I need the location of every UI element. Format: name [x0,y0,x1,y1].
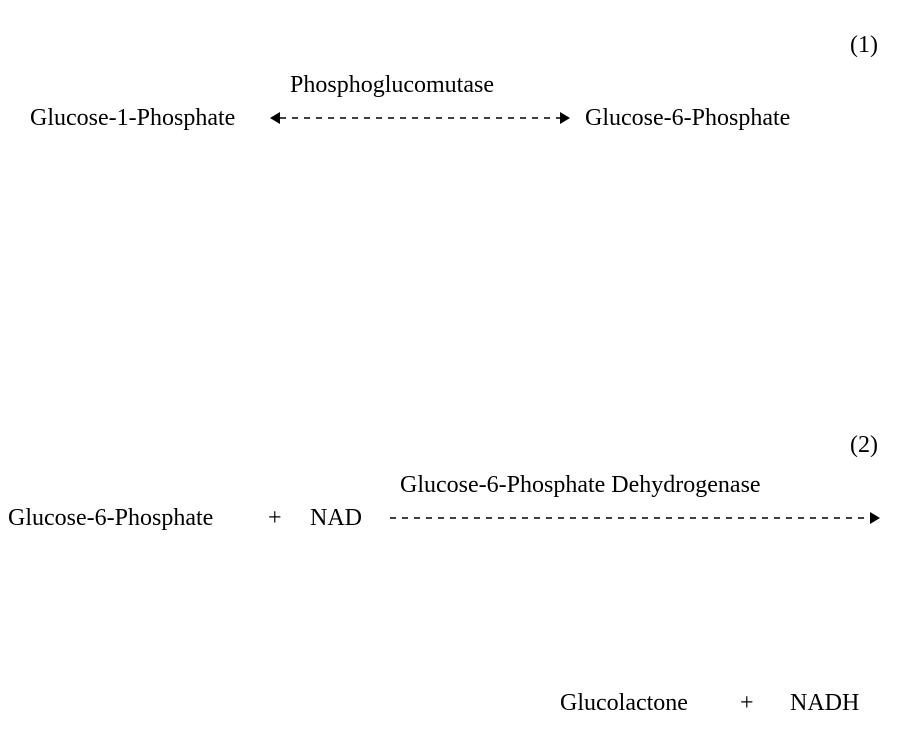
r2-arrow [390,506,880,530]
r2-plus-2: + [740,690,754,717]
r2-product-left: Glucolactone [560,690,688,717]
r2-plus-1: + [268,505,282,532]
r1-reactant: Glucose-1-Phosphate [30,105,235,132]
r2-reactant-right: NAD [310,505,362,532]
r2-product-right: NADH [790,690,859,717]
r1-product: Glucose-6-Phosphate [585,105,790,132]
r1-arrow [270,106,570,130]
r2-reactant-left: Glucose-6-Phosphate [8,505,213,532]
r1-enzyme: Phosphoglucomutase [290,72,494,99]
equation-number-1: (1) [850,32,878,59]
r2-enzyme: Glucose-6-Phosphate Dehydrogenase [400,472,761,499]
equation-number-2: (2) [850,432,878,459]
